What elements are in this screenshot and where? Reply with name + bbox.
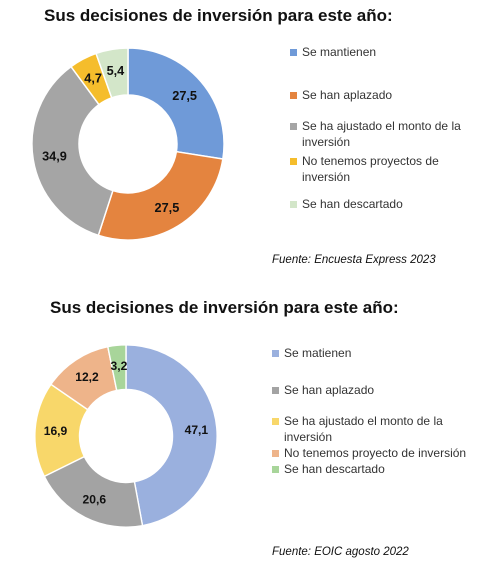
legend-label: Se mantienen bbox=[302, 45, 377, 59]
legend-label: Se ha ajustado el monto de la inversión bbox=[302, 119, 461, 149]
legend-label: Se matienen bbox=[284, 346, 352, 360]
chart-title: Sus decisiones de inversión para este añ… bbox=[50, 298, 399, 317]
chart-panel-2: Sus decisiones de inversión para este añ… bbox=[0, 288, 489, 575]
data-label-4: 4,7 bbox=[84, 71, 102, 86]
legend-label: No tenemos proyectos de inversión bbox=[302, 154, 439, 184]
legend-swatch bbox=[290, 158, 297, 165]
data-label-1: 27,5 bbox=[172, 88, 197, 103]
chart-legend: Se matienen Se han aplazado Se ha ajustado… bbox=[272, 345, 472, 477]
legend-swatch bbox=[272, 418, 279, 425]
legend-item-1: Se mantienen bbox=[290, 44, 485, 60]
chart-panel-1: Sus decisiones de inversión para este añ… bbox=[0, 0, 489, 285]
legend-swatch bbox=[290, 92, 297, 99]
legend-swatch bbox=[272, 450, 279, 457]
chart-legend: Se mantienen Se han aplazado Se ha ajustad… bbox=[290, 44, 485, 212]
donut-slice-1 bbox=[127, 47, 225, 160]
legend-label: Se han aplazado bbox=[302, 88, 393, 102]
legend-item-1: Se matienen bbox=[272, 345, 472, 361]
chart-source: Fuente: Encuesta Express 2023 bbox=[272, 254, 436, 266]
legend-swatch bbox=[272, 387, 279, 394]
legend-swatch bbox=[290, 201, 297, 208]
legend-label: Se han descartado bbox=[302, 197, 403, 211]
data-label-2: 20,6 bbox=[83, 492, 107, 506]
donut-chart: 27,5 27,5 34,9 4,7 5,4 bbox=[31, 47, 225, 241]
legend-label: Se han descartado bbox=[284, 462, 385, 476]
legend-label: No tenemos proyecto de inversión bbox=[284, 446, 467, 460]
donut-slice-3 bbox=[31, 65, 114, 237]
data-label-3: 16,9 bbox=[44, 424, 68, 438]
donut-slice-1 bbox=[125, 344, 218, 527]
data-label-5: 5,4 bbox=[107, 63, 126, 78]
donut-slice-5 bbox=[106, 344, 127, 392]
donut-chart: 47,1 20,6 16,9 12,2 3,2 bbox=[34, 344, 218, 528]
legend-label: Se han aplazado bbox=[284, 383, 375, 397]
legend-swatch bbox=[272, 466, 279, 473]
legend-item-5: Se han descartado bbox=[290, 196, 485, 212]
legend-item-5: Se han descartado bbox=[272, 461, 472, 477]
chart-title: Sus decisiones de inversión para este añ… bbox=[44, 6, 393, 25]
legend-swatch bbox=[290, 49, 297, 56]
data-label-3: 34,9 bbox=[42, 148, 67, 163]
legend-swatch bbox=[290, 123, 297, 130]
donut-slice-5 bbox=[95, 47, 129, 99]
donut-slice-2 bbox=[97, 150, 224, 241]
legend-item-4: No tenemos proyectos de inversión bbox=[290, 153, 485, 185]
legend-label: Se ha ajustado el monto de la inversión bbox=[284, 414, 443, 444]
legend-item-4: No tenemos proyecto de inversión bbox=[272, 445, 472, 461]
legend-item-3: Se ha ajustado el monto de la inversión bbox=[290, 118, 485, 150]
data-label-2: 27,5 bbox=[155, 200, 180, 215]
legend-item-2: Se han aplazado bbox=[272, 382, 472, 398]
data-label-1: 47,1 bbox=[185, 423, 209, 437]
data-label-5: 3,2 bbox=[111, 359, 128, 373]
data-label-4: 12,2 bbox=[75, 370, 99, 384]
legend-swatch bbox=[272, 350, 279, 357]
chart-source: Fuente: EOIC agosto 2022 bbox=[272, 546, 409, 558]
legend-item-2: Se han aplazado bbox=[290, 87, 485, 103]
legend-item-3: Se ha ajustado el monto de la inversión bbox=[272, 413, 472, 445]
